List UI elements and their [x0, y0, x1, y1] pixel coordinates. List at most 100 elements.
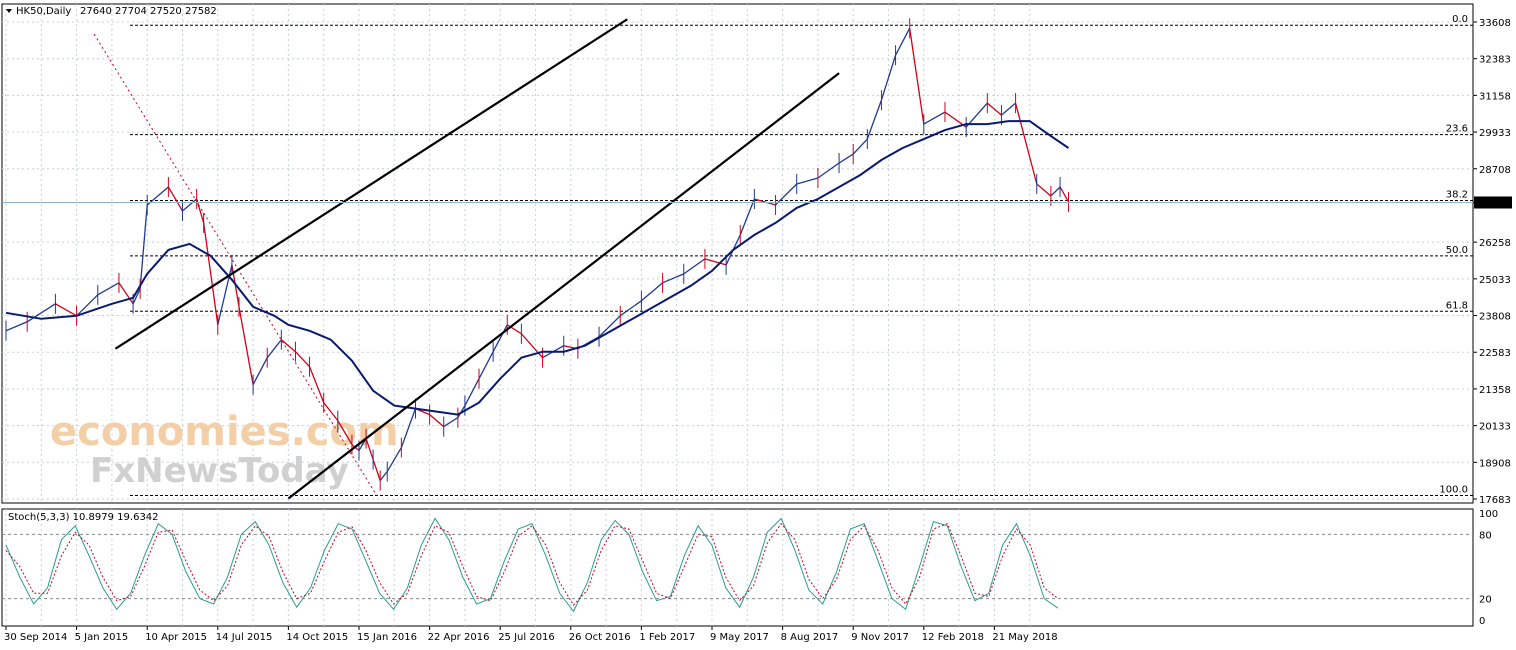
price-segment: [852, 138, 868, 155]
price-segment: [5, 321, 28, 332]
price-segment: [26, 303, 56, 323]
y-tick-label: 23808: [1479, 312, 1511, 323]
fib-label: 50.0: [1446, 245, 1468, 256]
price-segment: [739, 198, 755, 236]
price-segment: [238, 306, 254, 385]
price-segment: [252, 357, 268, 385]
x-tick-label: 8 Aug 2017: [781, 632, 839, 643]
price-segment: [492, 324, 508, 353]
y-tick-label: 25033: [1479, 275, 1511, 286]
price-segment: [640, 282, 664, 302]
price-segment: [923, 111, 946, 125]
fib-label: 23.6: [1446, 124, 1468, 135]
x-tick-label: 14 Oct 2015: [286, 632, 348, 643]
price-segment: [704, 258, 727, 266]
price-segment: [76, 294, 99, 317]
y-tick-label: 28708: [1479, 165, 1511, 176]
x-tick-label: 25 Jul 2016: [498, 632, 555, 643]
price-segment: [1001, 102, 1017, 116]
price-segment: [909, 28, 925, 125]
price-segment: [182, 198, 198, 212]
fib-label: 100.0: [1439, 484, 1468, 495]
price-segment: [619, 300, 642, 317]
price-segment: [429, 414, 445, 428]
price-segment: [754, 198, 776, 206]
price-segment: [386, 447, 402, 472]
price-segment: [464, 378, 480, 406]
price-segment: [308, 366, 325, 403]
stoch-y-tick-label: 80: [1479, 530, 1492, 541]
price-segment: [880, 54, 897, 101]
y-tick-label: 17683: [1479, 495, 1511, 506]
price-segment: [1036, 183, 1052, 197]
price-segment: [598, 315, 621, 338]
price-segment: [167, 186, 184, 212]
x-tick-label: 26 Oct 2016: [569, 632, 631, 643]
price-segment: [337, 420, 353, 445]
header-symbol: HK50,Daily: [16, 6, 71, 17]
y-tick-label: 33608: [1479, 18, 1511, 29]
x-tick-label: 15 Jan 2016: [357, 632, 417, 643]
x-tick-label: 1 Feb 2017: [639, 632, 695, 643]
x-tick-label: 14 Jul 2015: [216, 632, 273, 643]
price-segment: [866, 99, 883, 140]
price-segment: [146, 186, 169, 206]
y-tick-label: 29933: [1479, 128, 1511, 139]
y-tick-label: 32383: [1479, 55, 1511, 66]
price-segment: [1014, 102, 1038, 185]
price-segment: [323, 402, 339, 422]
stoch-y-tick-label: 20: [1479, 595, 1492, 606]
price-segment: [894, 27, 911, 56]
stoch-y-tick-label: 0: [1479, 616, 1485, 627]
watermark-economies: economies.com: [50, 409, 399, 455]
x-tick-label: 9 May 2017: [710, 632, 769, 643]
fib-label: 38.2: [1446, 189, 1468, 200]
price-segment: [97, 282, 120, 296]
x-tick-label: 10 Apr 2015: [145, 632, 207, 643]
trend-dotted-line: [93, 33, 378, 496]
price-segment: [372, 459, 381, 481]
watermark-fxnewstoday: FxNewsToday: [90, 451, 349, 491]
channel-line: [287, 72, 840, 500]
price-segment: [796, 177, 819, 185]
price-segment: [817, 162, 840, 179]
price-segment: [986, 102, 1002, 116]
fib-label: 0.0: [1452, 14, 1468, 25]
fib-label: 61.8: [1446, 300, 1468, 311]
price-segment: [965, 102, 988, 128]
price-segment: [139, 204, 148, 289]
price-segment: [280, 339, 296, 353]
moving-average-line: [5, 120, 1070, 416]
x-tick-label: 12 Feb 2018: [922, 632, 984, 643]
price-segment: [1059, 186, 1070, 203]
price-segment: [683, 258, 706, 275]
price-segment: [662, 273, 685, 284]
collapse-triangle-icon: [6, 9, 12, 13]
x-tick-label: 22 Apr 2016: [428, 632, 490, 643]
price-segment: [379, 471, 388, 481]
y-tick-label: 22583: [1479, 348, 1511, 359]
stoch-y-tick-label: 100: [1479, 509, 1498, 520]
stoch-pane-frame: [1, 508, 1474, 627]
price-segment: [1050, 186, 1061, 197]
header-ohlc: 27640 27704 27520 27582: [80, 6, 217, 17]
price-segment: [478, 351, 494, 379]
price-segment: [838, 153, 854, 164]
price-segment: [203, 222, 219, 325]
stoch-line-main: [5, 517, 1059, 613]
current-price-label: 27582: [1477, 198, 1509, 209]
price-segment: [443, 417, 459, 428]
y-tick-label: 18908: [1479, 458, 1511, 469]
main-pane-frame: [1, 3, 1474, 504]
y-tick-label: 21358: [1479, 385, 1511, 396]
price-segment: [775, 183, 798, 206]
x-tick-label: 5 Jan 2015: [75, 632, 129, 643]
y-tick-label: 26258: [1479, 238, 1511, 249]
price-segment: [132, 288, 141, 305]
x-tick-label: 21 May 2018: [992, 632, 1057, 643]
y-tick-label: 31158: [1479, 91, 1511, 102]
channel-line: [114, 18, 628, 350]
stoch-title: Stoch(5,3,3) 10.8979 19.6342: [8, 512, 159, 523]
